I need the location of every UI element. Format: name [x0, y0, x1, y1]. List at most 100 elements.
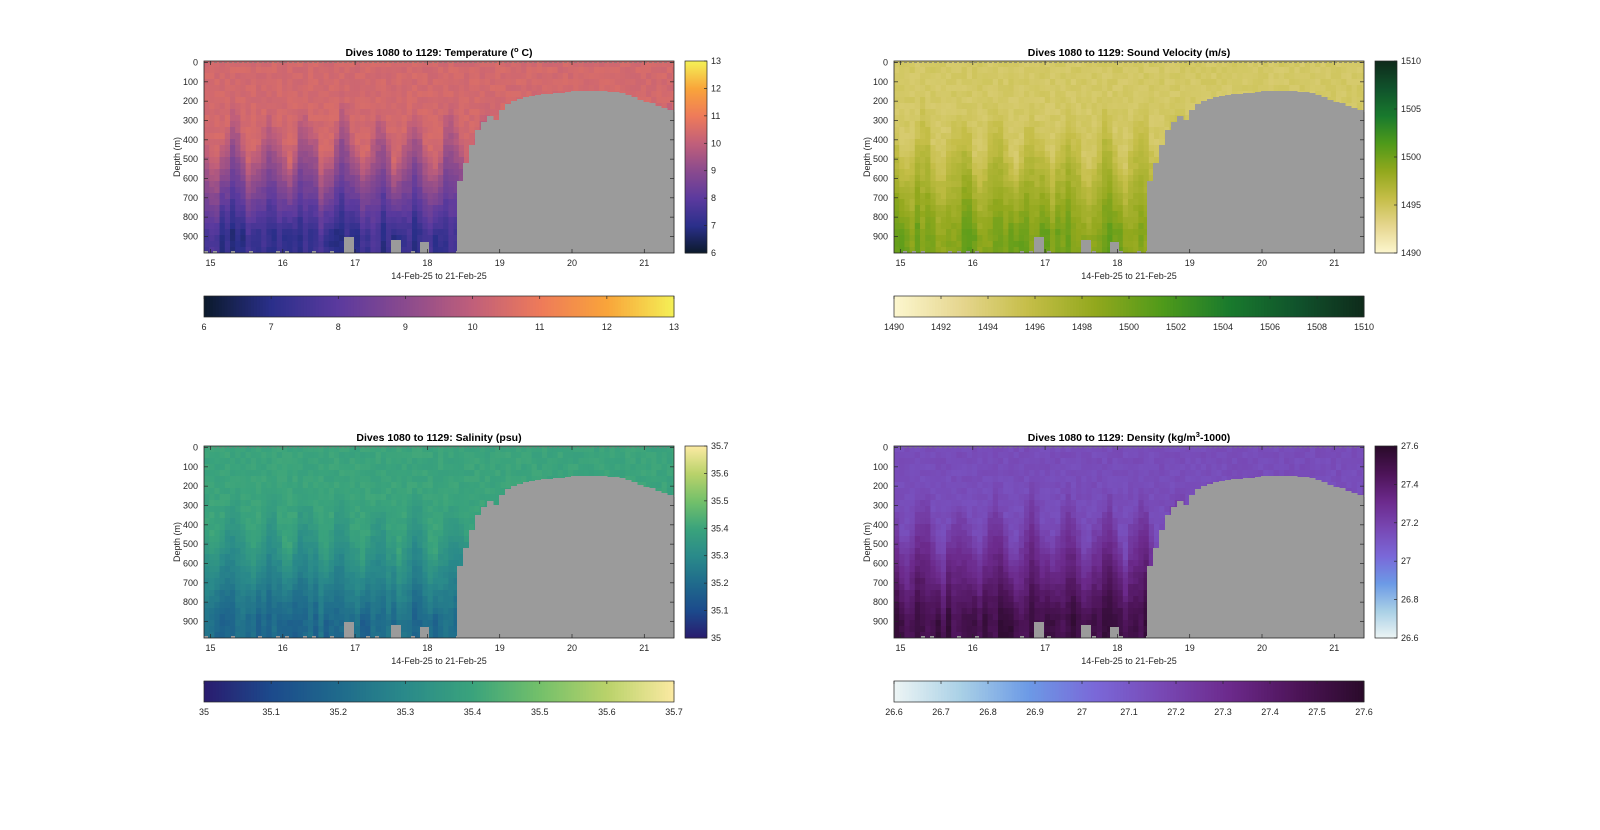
colorbar-tick-label: 27.2	[1401, 518, 1419, 528]
colorbar-tick-label: 1504	[1213, 322, 1233, 332]
x-tick-label: 21	[639, 643, 649, 653]
colorbar-tick-label: 1500	[1119, 322, 1139, 332]
y-tick-label: 600	[873, 558, 888, 568]
chart-title: Dives 1080 to 1129: Sound Velocity (m/s)	[1028, 47, 1231, 59]
x-tick-label: 15	[895, 643, 905, 653]
x-tick-label: 16	[968, 258, 978, 268]
colorbar-tick-label: 35.2	[330, 707, 348, 717]
colorbar-tick-label: 35.7	[711, 441, 729, 451]
x-tick-label: 19	[1185, 643, 1195, 653]
colorbar-horizontal: 35 35.1 35.2 35.3 35.4 35.5 35.6 35.7	[199, 680, 683, 717]
colorbar-horizontal: 6 7 8 9 10 11 12 13	[201, 295, 679, 332]
x-tick-label: 15	[205, 258, 215, 268]
colorbar-tick-label: 35.3	[711, 551, 729, 561]
y-tick-label: 300	[183, 500, 198, 510]
y-axis-label: Depth (m)	[172, 522, 182, 562]
y-tick-label: 500	[183, 539, 198, 549]
colorbar-tick-label: 27.1	[1120, 707, 1138, 717]
y-tick-label: 100	[183, 462, 198, 472]
x-tick-label: 18	[422, 643, 432, 653]
colorbar-frame	[203, 295, 675, 318]
colorbar-tick-label: 1496	[1025, 322, 1045, 332]
y-tick-label: 100	[873, 77, 888, 87]
y-tick-label: 600	[183, 173, 198, 183]
colorbar-tick-label: 13	[669, 322, 679, 332]
colorbar-tick-label: 1510	[1354, 322, 1374, 332]
y-tick-label: 100	[873, 462, 888, 472]
colorbar-tick-label: 1498	[1072, 322, 1092, 332]
x-tick-label: 18	[1112, 258, 1122, 268]
colorbar-tick-label: 26.8	[1401, 595, 1419, 605]
colorbar-horizontal: 1490 1492 1494 1496 1498 1500 1502 1504 1506 1508…	[884, 295, 1374, 332]
y-tick-label: 700	[873, 578, 888, 588]
y-axis-label: Depth (m)	[172, 137, 182, 177]
colorbar-tick-label: 35.6	[598, 707, 616, 717]
x-tick-label: 17	[350, 643, 360, 653]
colorbar-tick-label: 27.6	[1355, 707, 1373, 717]
colorbar-tick-label: 13	[711, 56, 721, 66]
colorbar-tick-label: 12	[602, 322, 612, 332]
colorbar-tick-label: 7	[269, 322, 274, 332]
colorbar-tick-label: 11	[535, 322, 544, 332]
colorbar-tick-label: 26.6	[1401, 633, 1419, 643]
colorbar-tick-label: 27.5	[1308, 707, 1326, 717]
colorbar-tick-label: 35.5	[531, 707, 549, 717]
colorbar-frame	[684, 60, 708, 254]
colorbar-tick-label: 27	[1077, 707, 1087, 717]
x-tick-label: 20	[1257, 258, 1267, 268]
plot-frame	[203, 445, 675, 639]
colorbar-tick-label: 35.4	[711, 523, 729, 533]
heatmap-cells	[204, 61, 674, 253]
y-tick-label: 300	[873, 115, 888, 125]
colorbar-tick-label: 26.8	[979, 707, 997, 717]
y-axis-label: Depth (m)	[862, 522, 872, 562]
y-tick-label: 900	[873, 616, 888, 626]
y-tick-label: 200	[183, 481, 198, 491]
y-tick-label: 400	[183, 520, 198, 530]
colorbar-frame	[1374, 445, 1398, 639]
colorbar-tick-label: 27.2	[1167, 707, 1185, 717]
x-axis-label: 14-Feb-25 to 21-Feb-25	[391, 271, 487, 281]
no-data-mask	[204, 91, 675, 253]
colorbar-tick-label: 27	[1401, 556, 1411, 566]
colorbar-tick-label: 1508	[1307, 322, 1327, 332]
colorbar-tick-label: 35.4	[464, 707, 482, 717]
no-data-mask	[903, 91, 1365, 253]
y-tick-label: 800	[183, 212, 198, 222]
plot-frame	[893, 60, 1365, 254]
x-tick-label: 20	[567, 258, 577, 268]
y-axis-label: Depth (m)	[862, 137, 872, 177]
colorbar-tick-label: 35.3	[397, 707, 415, 717]
y-tick-label: 100	[183, 77, 198, 87]
y-tick-label: 900	[183, 616, 198, 626]
y-tick-label: 0	[883, 58, 888, 68]
x-tick-label: 18	[1112, 643, 1122, 653]
x-tick-label: 17	[350, 258, 360, 268]
colorbar-tick-label: 9	[403, 322, 408, 332]
colorbar-tick-label: 8	[336, 322, 341, 332]
chart-panel-3: Dives 1080 to 1129: Salinity (psu) 0 100 20…	[172, 432, 729, 717]
colorbar-vertical: 6 7 8 9 10 11 12 13	[684, 56, 721, 258]
colorbar-vertical: 35 35.1 35.2 35.3 35.4 35.5 35.6 35.7	[684, 441, 729, 643]
x-tick-label: 20	[1257, 643, 1267, 653]
y-tick-label: 900	[873, 231, 888, 241]
colorbar-frame	[203, 680, 675, 703]
y-tick-label: 700	[183, 193, 198, 203]
y-tick-label: 200	[183, 96, 198, 106]
x-tick-label: 19	[495, 643, 505, 653]
x-tick-label: 17	[1040, 258, 1050, 268]
y-tick-label: 0	[193, 58, 198, 68]
colorbar-tick-label: 27.4	[1261, 707, 1279, 717]
colorbar-tick-label: 35	[711, 633, 721, 643]
x-tick-label: 20	[567, 643, 577, 653]
colorbar-tick-label: 1494	[978, 322, 998, 332]
x-tick-label: 16	[278, 258, 288, 268]
x-tick-label: 15	[205, 643, 215, 653]
y-tick-label: 400	[873, 135, 888, 145]
colorbar-tick-label: 1490	[1401, 248, 1421, 258]
colorbar-tick-label: 1492	[931, 322, 951, 332]
colorbar-tick-label: 1490	[884, 322, 904, 332]
chart-title: Dives 1080 to 1129: Salinity (psu)	[356, 432, 521, 444]
x-tick-label: 19	[495, 258, 505, 268]
